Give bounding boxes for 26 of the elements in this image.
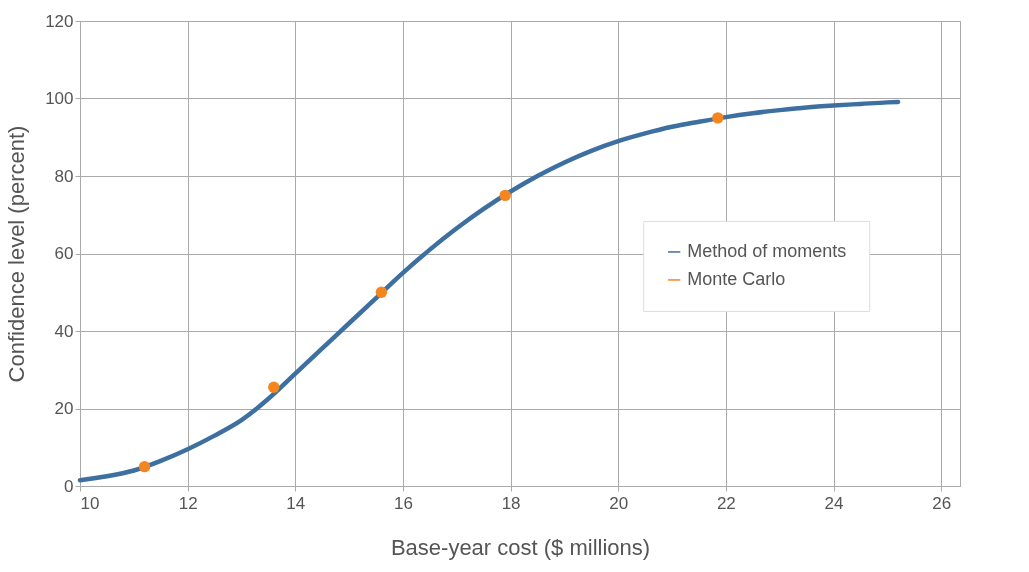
point: [712, 112, 724, 124]
x-tick-label: 26: [932, 493, 952, 513]
point: [138, 460, 151, 473]
x-tick-label: 20: [609, 493, 629, 513]
y-tick-label: 0: [64, 476, 74, 496]
legend-label: Monte Carlo: [687, 268, 786, 289]
x-axis-title: Base-year cost ($ millions): [390, 534, 651, 560]
y-axis-title: Confidence level (percent): [4, 125, 30, 383]
legend-label: Method of moments: [687, 240, 847, 261]
point: [375, 286, 388, 298]
point: [268, 381, 280, 393]
line-series: [77, 99, 901, 483]
y-tick-label: 100: [45, 89, 74, 108]
y-tick-label: 20: [54, 399, 74, 418]
y-tick-label: 60: [54, 244, 74, 263]
y-tick-label: 80: [54, 166, 74, 186]
x-tick-label: 12: [178, 493, 198, 513]
x-tick-label: 16: [393, 493, 413, 513]
x-tick-label: 10: [80, 493, 100, 513]
y-tick-label: 40: [54, 321, 74, 341]
x-tick-label: 18: [501, 493, 521, 513]
x-tick-label: 24: [824, 493, 844, 513]
y-tick-label: 120: [45, 11, 74, 31]
x-tick-label: 22: [716, 493, 736, 513]
x-tick-label: 14: [286, 493, 306, 513]
point: [499, 189, 511, 202]
